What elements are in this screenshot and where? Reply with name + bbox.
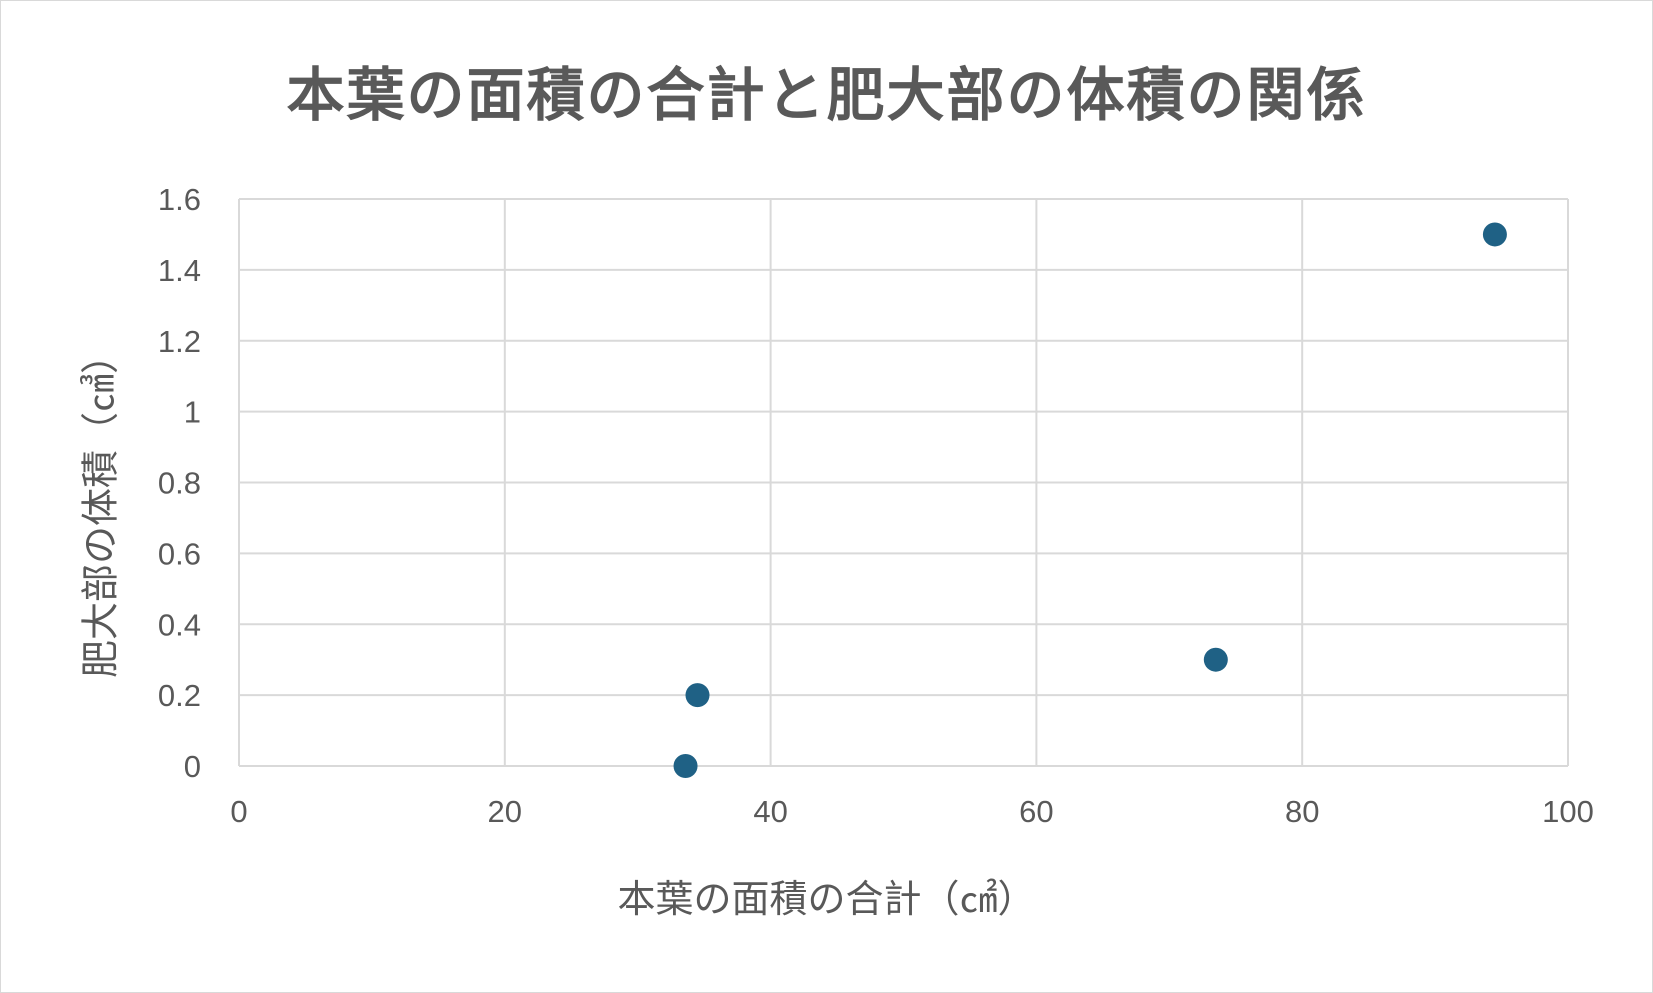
- y-tick-label: 0.2: [158, 678, 201, 713]
- y-tick-label: 1.2: [158, 324, 201, 359]
- y-axis-label: 肥大部の体積（㎤）: [78, 335, 123, 679]
- x-tick-label: 20: [488, 794, 522, 829]
- data-point: [685, 683, 710, 708]
- y-tick-label: 1.4: [158, 253, 201, 288]
- grid-lines: [238, 198, 1569, 767]
- y-tick-label: 0: [184, 749, 201, 784]
- x-tick-label: 40: [753, 794, 787, 829]
- data-point: [1203, 647, 1228, 672]
- x-tick-label: 100: [1542, 794, 1594, 829]
- data-points: [673, 222, 1507, 778]
- x-tick-label: 80: [1285, 794, 1319, 829]
- chart-title: 本葉の面積の合計と肥大部の体積の関係: [286, 61, 1367, 129]
- x-axis-label: 本葉の面積の合計（㎠）: [617, 877, 1036, 921]
- y-tick-label: 1.6: [158, 182, 201, 217]
- data-point: [673, 754, 698, 778]
- y-tick-label: 1: [184, 395, 201, 430]
- data-point: [1482, 222, 1507, 247]
- y-tick-label: 0.8: [158, 466, 201, 501]
- tick-labels: 0 0.2 0.4 0.6 0.8 1 1.2 1.4 1.6 0 20 40 60 80 100: [158, 182, 1594, 829]
- y-tick-label: 0.6: [158, 536, 201, 571]
- x-tick-label: 0: [230, 794, 247, 829]
- x-tick-label: 60: [1019, 794, 1053, 829]
- y-tick-label: 0.4: [158, 607, 201, 642]
